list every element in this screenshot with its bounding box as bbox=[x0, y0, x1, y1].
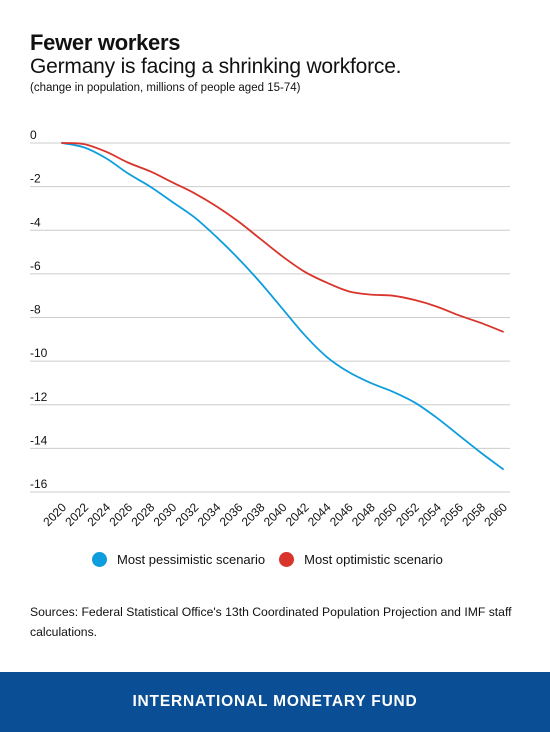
series-line-pessimistic bbox=[61, 142, 504, 470]
x-tick-label-17: 2054 bbox=[415, 500, 444, 529]
x-tick-label-11: 2042 bbox=[283, 500, 312, 529]
chart-title: Fewer workers bbox=[30, 30, 181, 55]
y-tick-label-2: -4 bbox=[30, 215, 41, 229]
x-tick-label-12: 2044 bbox=[305, 500, 334, 529]
x-tick-label-1: 2022 bbox=[62, 500, 91, 529]
x-tick-label-2: 2024 bbox=[84, 500, 113, 529]
x-tick-label-0: 2020 bbox=[40, 500, 69, 529]
x-tick-label-14: 2048 bbox=[349, 500, 378, 529]
footer-org-name: INTERNATIONAL MONETARY FUND bbox=[132, 693, 418, 710]
x-tick-label-6: 2032 bbox=[173, 500, 202, 529]
legend-item-pessimistic: Most pessimistic scenario bbox=[92, 552, 265, 567]
legend-dot-optimistic bbox=[279, 552, 295, 567]
x-tick-label-7: 2034 bbox=[195, 500, 224, 529]
legend-item-optimistic: Most optimistic scenario bbox=[279, 552, 443, 567]
x-tick-label-13: 2046 bbox=[327, 500, 356, 529]
y-tick-label-7: -14 bbox=[30, 433, 48, 447]
line-chart: 0-2-4-6-8-10-12-14-16 202020222024202620… bbox=[30, 128, 510, 529]
chart-subtitle: Germany is facing a shrinking workforce. bbox=[30, 55, 402, 78]
y-tick-label-8: -16 bbox=[30, 477, 48, 491]
x-tick-label-18: 2056 bbox=[437, 500, 466, 529]
footer-banner: INTERNATIONAL MONETARY FUND bbox=[0, 672, 550, 732]
chart-unit-note: (change in population, millions of peopl… bbox=[30, 82, 301, 94]
x-tick-label-9: 2038 bbox=[239, 500, 268, 529]
y-tick-label-3: -6 bbox=[30, 259, 41, 273]
y-tick-label-6: -12 bbox=[30, 390, 48, 404]
x-tick-label-10: 2040 bbox=[261, 500, 290, 529]
legend-label-pessimistic: Most pessimistic scenario bbox=[117, 552, 266, 567]
x-tick-label-5: 2030 bbox=[151, 500, 180, 529]
grid-lines bbox=[30, 142, 510, 493]
y-tick-label-5: -10 bbox=[30, 346, 48, 360]
x-axis-ticks: 2020202220242026202820302032203420362038… bbox=[40, 500, 510, 529]
y-tick-label-4: -8 bbox=[30, 303, 41, 317]
x-tick-label-3: 2026 bbox=[106, 500, 135, 529]
x-tick-label-19: 2058 bbox=[459, 500, 488, 529]
x-tick-label-4: 2028 bbox=[129, 500, 158, 529]
y-tick-label-1: -2 bbox=[30, 172, 41, 186]
y-tick-label-0: 0 bbox=[30, 128, 37, 142]
x-tick-label-15: 2050 bbox=[371, 500, 400, 529]
x-tick-label-8: 2036 bbox=[217, 500, 246, 529]
legend-dot-pessimistic bbox=[92, 552, 107, 567]
series-line-optimistic bbox=[61, 142, 504, 333]
x-tick-label-20: 2060 bbox=[481, 500, 510, 529]
sources-note: Sources: Federal Statistical Office's 13… bbox=[30, 605, 512, 639]
y-axis-ticks: 0 -2 -4 -6 -8 -10 -12 -14 -16 bbox=[30, 128, 48, 491]
chart-legend: Most pessimistic scenario Most optimisti… bbox=[92, 552, 457, 567]
series-lines bbox=[61, 142, 504, 470]
x-tick-label-16: 2052 bbox=[393, 500, 422, 529]
legend-label-optimistic: Most optimistic scenario bbox=[304, 552, 443, 567]
